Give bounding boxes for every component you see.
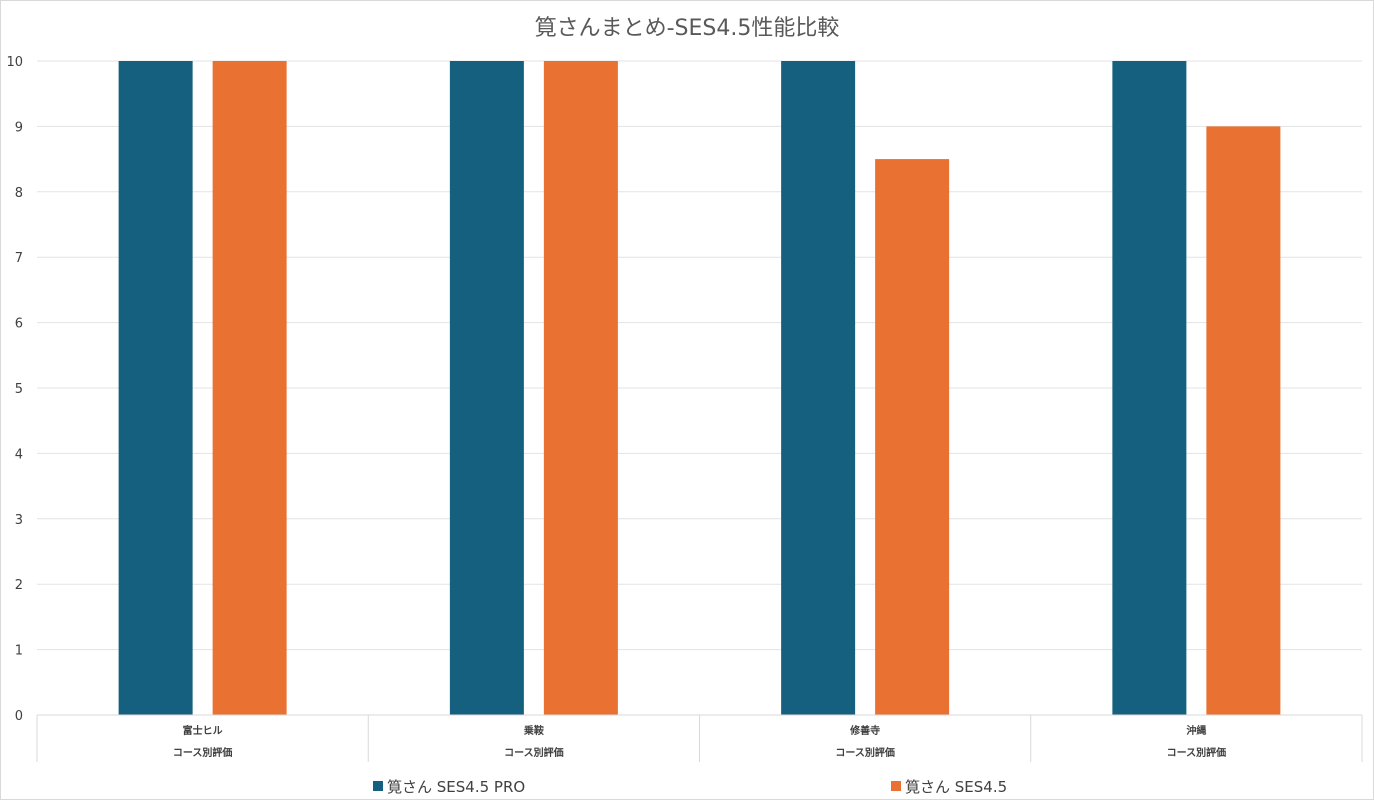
chart-title: 筧さんまとめ-SES4.5性能比較: [535, 16, 840, 41]
y-axis-ticks: 0 1 2 3 4 5 6 7 8 9 10: [6, 55, 23, 724]
y-tick-label: 3: [15, 513, 23, 528]
x-category-label: 沖縄: [1186, 724, 1206, 737]
bar-standard: [212, 61, 287, 715]
legend-swatch: [891, 781, 901, 791]
y-tick-label: 0: [15, 709, 23, 724]
bar-standard: [543, 61, 618, 715]
x-group-label: コース別評価: [835, 746, 895, 759]
legend-swatch: [373, 781, 383, 791]
x-category-label: 富士ヒル: [183, 724, 223, 737]
legend-label: 筧さん SES4.5: [905, 778, 1007, 796]
x-group-label: コース別評価: [504, 746, 564, 759]
bar-pro: [1112, 61, 1187, 715]
y-tick-label: 1: [15, 644, 23, 659]
bar-pro: [449, 61, 524, 715]
x-group-label: コース別評価: [173, 746, 233, 759]
bar-pro: [118, 61, 193, 715]
legend: 筧さん SES4.5 PRO 筧さん SES4.5: [373, 778, 1007, 796]
bar-pro: [781, 61, 856, 715]
y-tick-label: 8: [15, 186, 23, 201]
y-tick-label: 6: [15, 317, 23, 332]
y-tick-label: 7: [15, 251, 23, 266]
y-tick-label: 2: [15, 578, 23, 593]
y-tick-label: 10: [6, 55, 23, 70]
bar-standard: [1206, 126, 1281, 715]
x-group-label: コース別評価: [1167, 746, 1227, 759]
y-tick-label: 4: [15, 447, 23, 462]
bars: [118, 61, 1281, 716]
bar-standard: [875, 159, 950, 716]
y-tick-label: 9: [15, 120, 23, 135]
x-category-label: 乗鞍: [523, 724, 544, 737]
y-tick-label: 5: [15, 382, 23, 397]
x-category-label: 修善寺: [849, 724, 880, 737]
legend-label: 筧さん SES4.5 PRO: [387, 778, 525, 796]
